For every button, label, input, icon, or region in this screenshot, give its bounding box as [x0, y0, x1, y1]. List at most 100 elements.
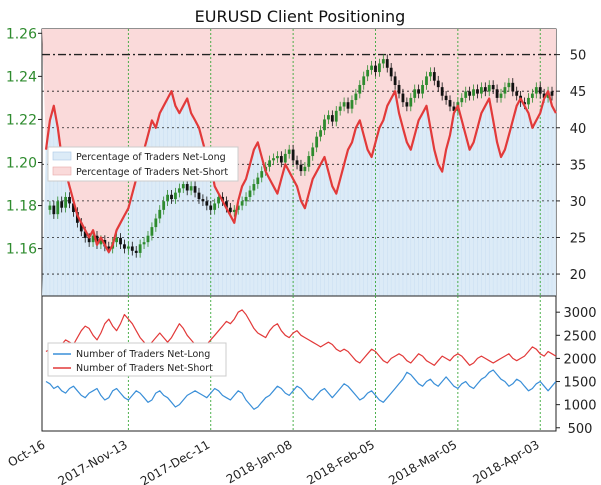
x-tick-label: 2018-Jan-08: [224, 437, 295, 485]
x-tick-label: 2017-Dec-11: [138, 437, 212, 485]
candle-body: [315, 136, 319, 148]
candle-body: [440, 87, 444, 96]
candle-body: [99, 240, 103, 245]
right-tick-label: 25: [570, 231, 587, 246]
candle-body: [527, 97, 530, 105]
candle-body: [436, 80, 440, 88]
left-tick-label: 1.24: [6, 69, 37, 85]
candle-body: [479, 87, 483, 94]
net-short-swatch: [52, 166, 72, 176]
candle-body: [401, 93, 405, 103]
x-tick-label: 2018-Apr-03: [470, 437, 541, 485]
date-axis-ticks: Oct-16 2017-Nov-13 2017-Dec-11 2018-Jan-08 2…: [6, 437, 542, 485]
candle-body: [530, 93, 534, 98]
candle-body: [236, 205, 240, 210]
candle-body: [358, 84, 362, 94]
trader-count-lines: [45, 309, 557, 410]
candle-body: [511, 82, 515, 92]
candle-body: [413, 89, 417, 98]
candle-body: [130, 246, 134, 251]
bottom-legend-box: [47, 342, 227, 377]
candle-body: [362, 76, 366, 85]
bottom-tick-label: 1000: [563, 399, 596, 414]
candle-body: [166, 194, 169, 202]
candle-body: [201, 199, 205, 202]
bottom-tick-label: 2500: [563, 329, 596, 344]
candle-body: [507, 82, 511, 88]
candle-body: [307, 156, 311, 167]
left-tick-label: 1.18: [6, 199, 37, 215]
candle-body: [330, 115, 334, 122]
right-tick-label: 35: [570, 158, 587, 173]
candle-body: [444, 95, 448, 101]
candle-body: [417, 89, 421, 94]
candle-body: [248, 190, 252, 197]
candle-body: [550, 91, 554, 96]
candle-body: [232, 209, 236, 213]
candle-body: [381, 59, 385, 64]
candle-body: [346, 102, 350, 109]
candle-body: [468, 91, 472, 96]
candle-body: [538, 87, 542, 94]
bottom-tick-label: 2000: [563, 352, 596, 367]
candle-body: [170, 194, 173, 200]
candle-body: [515, 91, 519, 96]
candle-body: [385, 59, 389, 68]
candle-body: [185, 184, 189, 191]
bottom-tick-label: 500: [568, 422, 593, 437]
candle-body: [319, 130, 322, 137]
top-legend-box: [47, 146, 239, 182]
right-tick-label: 40: [570, 122, 587, 137]
bottom-tick-label: 3000: [563, 306, 596, 321]
candle-body: [327, 115, 330, 120]
right-tick-label: 45: [570, 85, 587, 100]
candle-body: [460, 97, 464, 103]
trader-count-axis-ticks: 500 1000 1500 2000 2500 3000: [556, 306, 597, 437]
left-tick-label: 1.26: [6, 26, 37, 42]
candle-body: [303, 166, 307, 172]
price-axis-ticks: 1.16 1.18 1.20 1.22 1.24 1.26: [6, 26, 42, 258]
candle-body: [177, 188, 181, 193]
candle-body: [146, 235, 150, 243]
candle-body: [213, 203, 217, 210]
candle-body: [472, 89, 475, 96]
candle-body: [60, 201, 64, 208]
candle-body: [476, 89, 479, 94]
candle-body: [174, 192, 177, 200]
candle-body: [83, 231, 87, 238]
candle-body: [72, 203, 75, 213]
right-tick-label: 30: [570, 195, 587, 210]
candle-body: [299, 164, 303, 172]
candle-body: [134, 250, 138, 253]
candle-body: [523, 102, 526, 105]
candle-body: [354, 93, 358, 101]
candle-body: [295, 160, 299, 165]
candle-body: [79, 222, 83, 232]
candle-body: [495, 89, 499, 98]
bottom-legend: Number of Traders Net-Long Number of Tra…: [47, 342, 227, 377]
candle-body: [429, 72, 432, 77]
candle-body: [464, 91, 468, 98]
candle-body: [193, 186, 197, 193]
price-candles: [48, 54, 554, 258]
candle-body: [48, 205, 52, 210]
x-tick-label: Oct-16: [6, 437, 48, 469]
top-panel: 1.161.181.201.221.241.26 20253035404550 …: [6, 26, 587, 297]
net-short-line: [44, 90, 557, 254]
candle-body: [87, 237, 91, 243]
candle-body: [64, 196, 68, 208]
candle-body: [279, 156, 283, 163]
series-line-number-of-traders-net-long: [45, 369, 557, 410]
candle-body: [487, 84, 491, 92]
candle-body: [91, 235, 95, 243]
candle-body: [291, 149, 295, 161]
candle-body: [126, 246, 130, 249]
candle-body: [334, 110, 338, 122]
candle-body: [123, 244, 126, 249]
candle-body: [209, 205, 213, 210]
candle-body: [240, 201, 244, 206]
candle-body: [338, 106, 342, 111]
candle-body: [154, 218, 158, 228]
candle-body: [252, 184, 256, 191]
